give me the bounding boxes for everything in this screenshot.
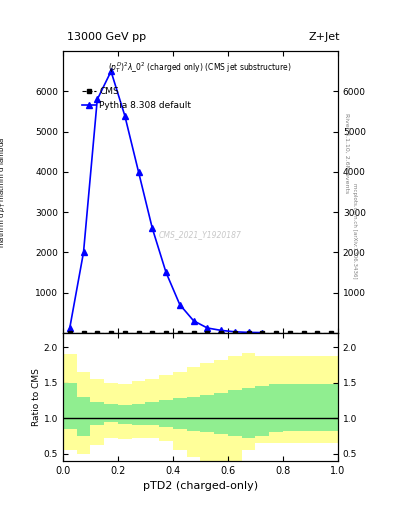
CMS (233, 330, 237, 336)
Pythia 8.308 default (108, 68, 114, 74)
CMS (68, 330, 72, 336)
Pythia 8.308 default (81, 249, 86, 255)
Pythia 8.308 default (219, 327, 223, 333)
Pythia 8.308 default (191, 317, 196, 324)
CMS (315, 330, 320, 336)
CMS (108, 330, 114, 336)
Y-axis label: 1
$\overline{\mathrm{N}}$ mathrm d N
mathrm d $p_T$ mathrm d lambda: 1 $\overline{\mathrm{N}}$ mathrm d N mat… (0, 136, 8, 248)
CMS (246, 330, 251, 336)
Legend: CMS, Pythia 8.308 default: CMS, Pythia 8.308 default (78, 84, 195, 114)
X-axis label: pTD2 (charged-only): pTD2 (charged-only) (143, 481, 258, 491)
Y-axis label: Ratio to CMS: Ratio to CMS (32, 368, 41, 426)
CMS (164, 330, 169, 336)
CMS (329, 330, 334, 336)
Pythia 8.308 default (150, 225, 155, 231)
Pythia 8.308 default (123, 113, 127, 119)
CMS (95, 330, 100, 336)
Text: CMS_2021_Y1920187: CMS_2021_Y1920187 (159, 230, 242, 239)
Text: Z+Jet: Z+Jet (309, 32, 340, 42)
CMS (150, 330, 155, 336)
CMS (301, 330, 306, 336)
CMS (219, 330, 223, 336)
CMS (191, 330, 196, 336)
Pythia 8.308 default (95, 96, 100, 102)
Line: Pythia 8.308 default: Pythia 8.308 default (67, 69, 265, 335)
CMS (288, 330, 292, 336)
Pythia 8.308 default (205, 325, 210, 331)
Text: mcplots.cern.ch [arXiv:1306.3436]: mcplots.cern.ch [arXiv:1306.3436] (352, 183, 357, 278)
Line: CMS: CMS (67, 330, 334, 335)
Pythia 8.308 default (68, 325, 72, 331)
Text: Rivet 3.1.10, 2.6M events: Rivet 3.1.10, 2.6M events (344, 114, 349, 194)
CMS (274, 330, 279, 336)
CMS (260, 330, 265, 336)
CMS (123, 330, 127, 336)
Pythia 8.308 default (136, 169, 141, 175)
CMS (81, 330, 86, 336)
Pythia 8.308 default (178, 302, 182, 308)
Pythia 8.308 default (246, 329, 251, 335)
CMS (178, 330, 182, 336)
Pythia 8.308 default (260, 330, 265, 336)
Text: $(p_T^D)^2\lambda\_0^2$ (charged only) (CMS jet substructure): $(p_T^D)^2\lambda\_0^2$ (charged only) (… (108, 60, 292, 75)
CMS (136, 330, 141, 336)
Text: 13000 GeV pp: 13000 GeV pp (67, 32, 146, 42)
Pythia 8.308 default (233, 329, 237, 335)
CMS (205, 330, 210, 336)
Pythia 8.308 default (164, 269, 169, 275)
